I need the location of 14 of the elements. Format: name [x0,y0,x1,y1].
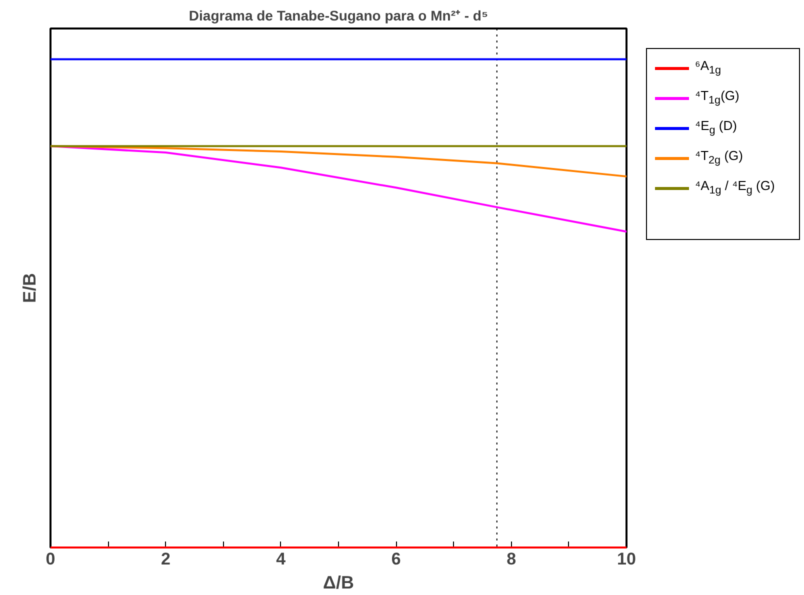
x-tick-label: 0 [46,550,56,568]
legend-label: ⁴A$_{1g}$ / ⁴E$_{g}$ (G) [695,178,775,199]
x-tick-label: 6 [391,550,401,568]
x-tick-label: 4 [276,550,286,568]
legend-label: ⁴E$_{g}$ (D) [695,118,737,139]
x-tick-label: 8 [506,550,516,568]
x-tick-label: 2 [160,550,170,568]
legend-label: ⁴T$_{2g}$ (G) [695,148,743,169]
chart-title: Diagrama de Tanabe-Sugano para o Mn²⁺ - d⁵ [188,8,488,24]
legend-label: ⁴T$_{1g}$(G) [695,88,740,109]
y-axis-title: E/B [20,272,40,304]
x-tick-label: 10 [617,550,636,568]
x-axis-title: Δ/B [323,572,354,592]
legend-label: ⁶A$_{1g}$ [695,58,722,79]
